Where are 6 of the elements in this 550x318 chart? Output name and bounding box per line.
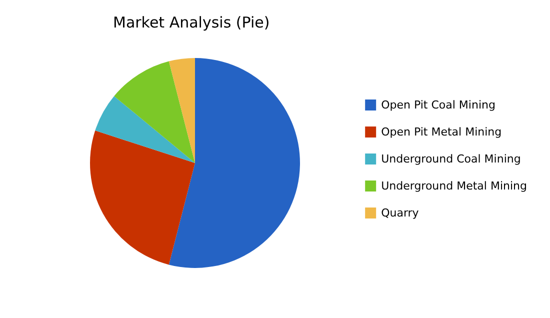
legend-label: Quarry <box>381 206 420 220</box>
legend-label: Underground Metal Mining <box>381 180 528 192</box>
chart-title: Market Analysis (Pie) <box>113 14 270 32</box>
legend-label: Open Pit Coal Mining <box>381 98 496 112</box>
legend-label: Underground Coal Mining <box>381 152 521 166</box>
legend-label: Open Pit Metal Mining <box>381 126 502 138</box>
